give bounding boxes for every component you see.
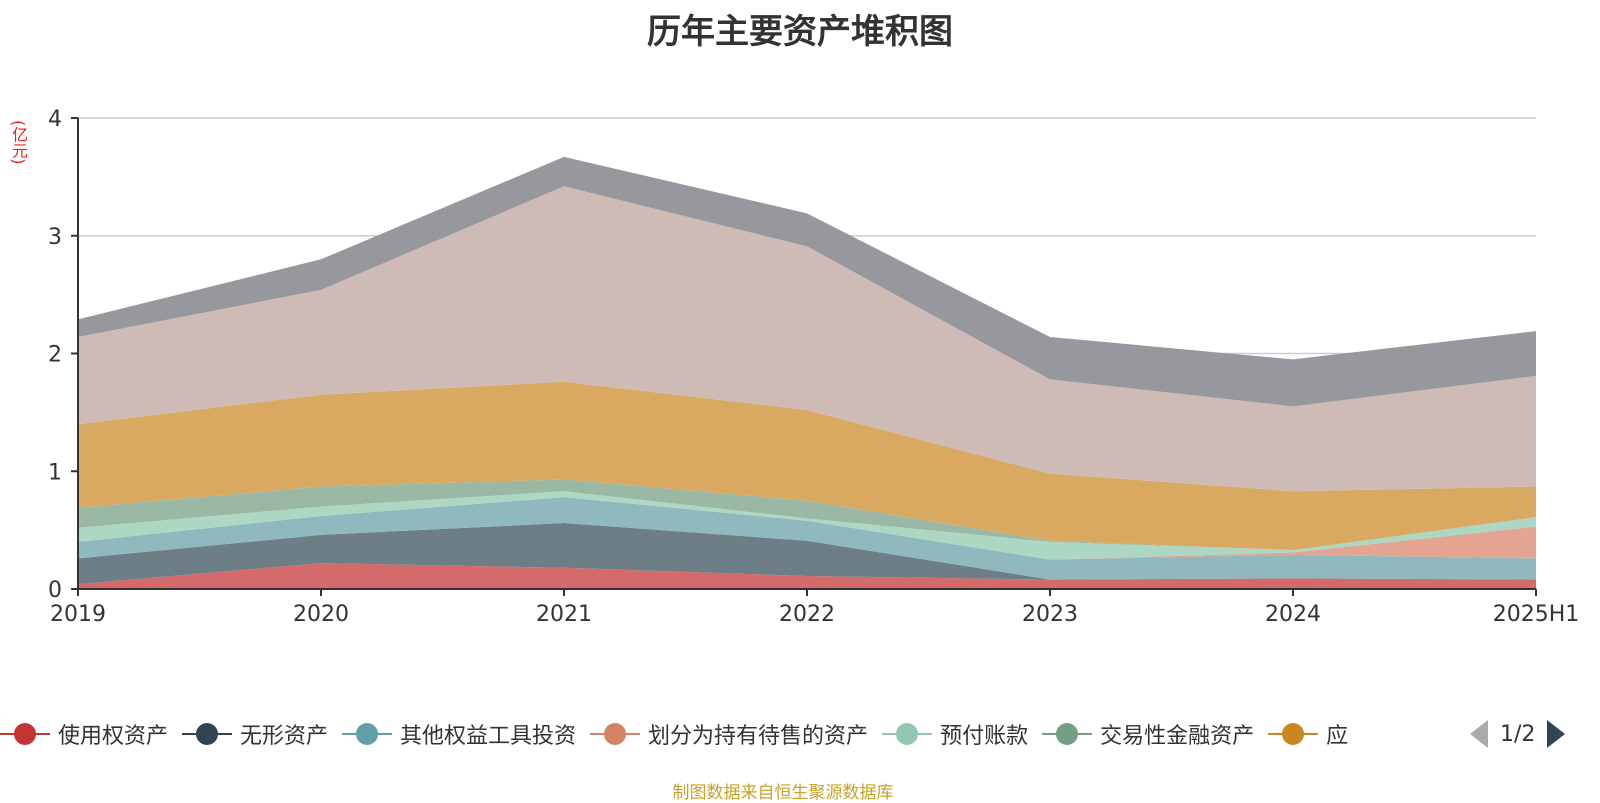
y-tick-label: 2 <box>48 343 62 368</box>
x-tick-label: 2020 <box>293 602 349 627</box>
legend-item[interactable]: 其他权益工具投资 <box>342 718 576 750</box>
legend-prev-arrow-icon[interactable] <box>1470 720 1488 748</box>
y-tick-label: 0 <box>48 578 62 603</box>
chart-legend: 使用权资产 无形资产 其他权益工具投资 划分为持有待售的资产 预付账款 交易性金融资产 应 <box>0 716 1362 752</box>
legend-marker-icon <box>182 723 233 745</box>
area-series-6[interactable] <box>78 479 1536 551</box>
legend-marker-icon <box>1268 723 1319 745</box>
x-tick-label: 2024 <box>1265 602 1321 627</box>
y-tick-label: 4 <box>48 107 62 132</box>
legend-item[interactable]: 应 <box>1268 718 1348 750</box>
x-tick-label: 2019 <box>50 602 106 627</box>
legend-label: 无形资产 <box>240 724 329 749</box>
area-series <box>78 156 1536 589</box>
x-tick-label: 2023 <box>1022 602 1078 627</box>
area-series-2[interactable] <box>78 523 1536 585</box>
data-source-note: 制图数据来自恒生聚源数据库 <box>672 783 894 803</box>
legend-page-indicator: 1/2 <box>1500 721 1536 747</box>
legend-item[interactable]: 无形资产 <box>182 718 328 750</box>
legend-label: 划分为持有待售的资产 <box>648 724 869 749</box>
legend-label: 应 <box>1326 724 1349 749</box>
legend-marker-icon <box>342 723 393 745</box>
legend-marker-icon <box>882 723 933 745</box>
legend-label: 预付账款 <box>940 724 1029 749</box>
area-series-9[interactable] <box>78 156 1536 407</box>
y-axis-unit-label: (亿元) <box>9 120 28 165</box>
legend-label: 使用权资产 <box>58 724 169 749</box>
area-series-4[interactable] <box>78 497 1536 560</box>
legend-label: 交易性金融资产 <box>1100 724 1255 749</box>
chart-title: 历年主要资产堆积图 <box>647 12 953 52</box>
x-tick-label: 2021 <box>536 602 592 627</box>
legend-item[interactable]: 使用权资产 <box>0 718 168 750</box>
axes: 0 1 2 3 4 2019 2020 2021 2022 2023 2024 2025H1 <box>48 107 1579 627</box>
stacked-area-chart: 0 1 2 3 4 2019 2020 2021 2022 2023 2024 2025H1 <box>48 107 1579 627</box>
area-series-3[interactable] <box>78 497 1536 580</box>
legend-marker-icon <box>1042 723 1093 745</box>
legend-marker-icon <box>590 723 641 745</box>
legend-label: 其他权益工具投资 <box>400 724 577 749</box>
area-series-7[interactable] <box>78 381 1536 551</box>
y-tick-label: 3 <box>48 225 62 250</box>
legend-item[interactable]: 划分为持有待售的资产 <box>590 718 868 750</box>
legend-pager: 1/2 <box>1470 716 1566 752</box>
x-tick-label: 2025H1 <box>1493 602 1580 627</box>
y-tick-label: 1 <box>48 460 62 485</box>
area-series-8[interactable] <box>78 186 1536 492</box>
legend-item[interactable]: 预付账款 <box>882 718 1028 750</box>
x-tick-label: 2022 <box>779 602 835 627</box>
legend-next-arrow-icon[interactable] <box>1547 720 1566 748</box>
legend-item[interactable]: 交易性金融资产 <box>1042 718 1254 750</box>
legend-marker-icon <box>0 723 50 745</box>
